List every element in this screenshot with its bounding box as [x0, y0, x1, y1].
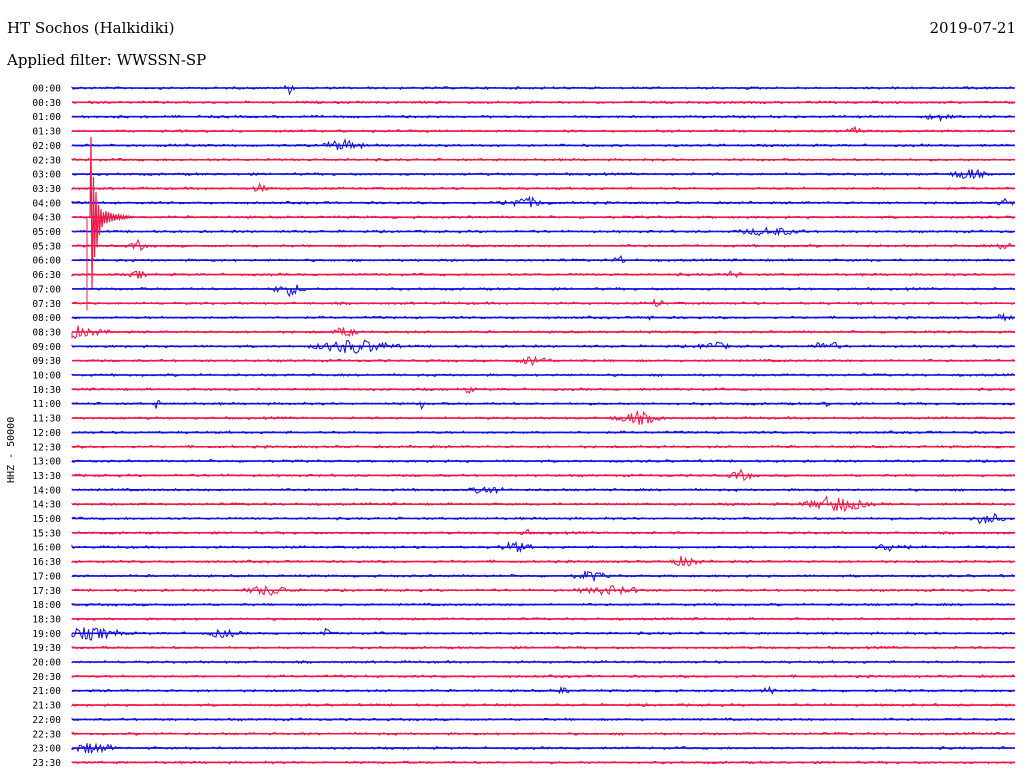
- time-label: 01:00: [32, 112, 61, 123]
- time-label: 21:30: [32, 701, 61, 712]
- time-label: 08:00: [32, 313, 61, 324]
- time-label: 10:00: [32, 371, 61, 382]
- time-label: 23:00: [32, 744, 61, 755]
- time-label: 12:00: [32, 428, 61, 439]
- time-label: 17:00: [32, 571, 61, 582]
- trace-line: [71, 386, 1015, 394]
- date-label: 2019-07-21: [929, 19, 1016, 37]
- time-label: 05:00: [32, 227, 61, 238]
- time-label: 09:30: [32, 356, 61, 367]
- station-title: HT Sochos (Halkidiki): [7, 19, 175, 37]
- time-label: 11:00: [32, 399, 61, 410]
- time-label: 13:30: [32, 471, 61, 482]
- time-label: 13:00: [32, 457, 61, 468]
- trace-line: [71, 182, 1015, 193]
- event-spike: [89, 137, 135, 288]
- trace-line: [71, 254, 1015, 263]
- time-label: 04:00: [32, 198, 61, 209]
- time-label: 19:30: [32, 643, 61, 654]
- time-label: 20:30: [32, 672, 61, 683]
- time-label: 08:30: [32, 327, 61, 338]
- time-label: 15:30: [32, 528, 61, 539]
- time-label: 07:30: [32, 299, 61, 310]
- time-label: 03:30: [32, 184, 61, 195]
- time-label: 02:00: [32, 141, 61, 152]
- time-label: 23:30: [32, 758, 61, 769]
- time-label: 22:00: [32, 715, 61, 726]
- time-label: 02:30: [32, 155, 61, 166]
- time-label: 06:00: [32, 256, 61, 267]
- time-label: 18:30: [32, 614, 61, 625]
- time-label: 14:00: [32, 485, 61, 496]
- time-label: 16:00: [32, 543, 61, 554]
- time-label: 05:30: [32, 241, 61, 252]
- time-label: 07:00: [32, 284, 61, 295]
- time-labels: 00:00 00:30 01:00 01:30 02:00 02:30 03:00 03:30…: [32, 84, 61, 769]
- time-label: 12:30: [32, 442, 61, 453]
- time-label: 17:30: [32, 586, 61, 597]
- time-label: 10:30: [32, 385, 61, 396]
- time-label: 22:30: [32, 729, 61, 740]
- time-label: 15:00: [32, 514, 61, 525]
- time-label: 21:00: [32, 686, 61, 697]
- time-label: 01:30: [32, 127, 61, 138]
- time-label: 00:00: [32, 84, 61, 95]
- time-label: 20:00: [32, 658, 61, 669]
- time-label: 11:30: [32, 414, 61, 425]
- time-label: 03:00: [32, 170, 61, 181]
- time-label: 06:30: [32, 270, 61, 281]
- traces: [71, 84, 1015, 765]
- time-label: 19:00: [32, 629, 61, 640]
- time-label: 18:00: [32, 600, 61, 611]
- filter-label: Applied filter: WWSSN-SP: [7, 51, 207, 69]
- time-label: 00:30: [32, 98, 61, 109]
- time-label: 14:30: [32, 500, 61, 511]
- trace-line: [71, 284, 1015, 298]
- trace-line: [71, 84, 1015, 96]
- time-label: 09:00: [32, 342, 61, 353]
- time-label: 16:30: [32, 557, 61, 568]
- trace-line: [71, 113, 1015, 122]
- time-label: 04:30: [32, 213, 61, 224]
